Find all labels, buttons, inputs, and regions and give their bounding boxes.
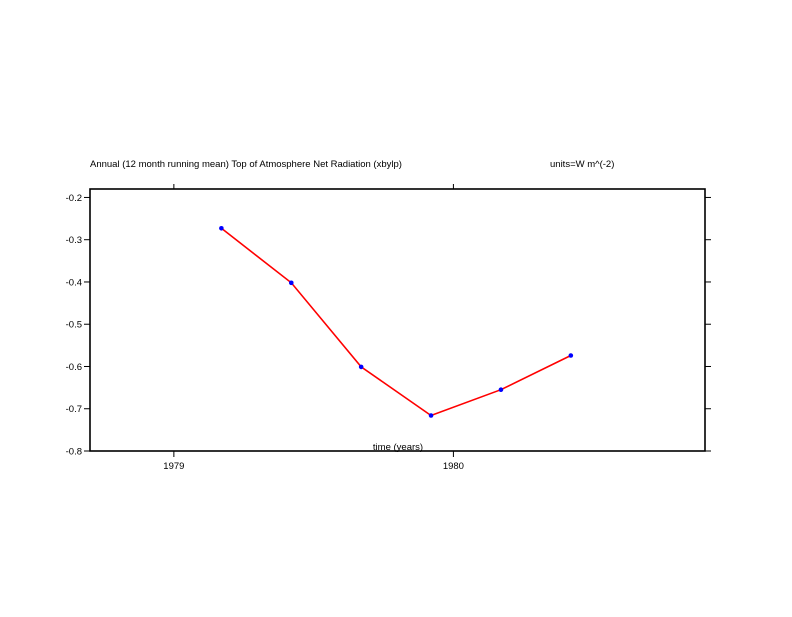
y-tick-label: -0.6 xyxy=(66,362,82,373)
y-tick-label: -0.4 xyxy=(66,277,82,288)
x-axis: 1979 1980 xyxy=(163,184,464,472)
y-axis-right xyxy=(705,196,711,452)
y-axis-left: -0.2 -0.3 -0.4 -0.5 -0.6 -0.7 -0.8 xyxy=(66,193,90,458)
data-point xyxy=(498,387,504,393)
data-point xyxy=(219,226,224,231)
data-point xyxy=(288,280,294,286)
y-tick-label: -0.2 xyxy=(66,193,82,204)
x-axis-label: time (years) xyxy=(373,442,423,453)
y-tick-label: -0.8 xyxy=(66,447,82,458)
plot-frame xyxy=(89,188,706,452)
x-tick-label: 1979 xyxy=(163,461,184,472)
series-layer xyxy=(219,226,574,418)
y-tick-label: -0.3 xyxy=(66,235,82,246)
x-tick-label: 1980 xyxy=(443,461,464,472)
series-line xyxy=(220,227,572,417)
y-tick-label: -0.7 xyxy=(66,404,82,415)
data-point xyxy=(358,364,364,370)
chart-title: Annual (12 month running mean) Top of At… xyxy=(90,159,402,170)
y-tick-label: -0.5 xyxy=(66,320,82,331)
units-label: units=W m^(-2) xyxy=(550,159,614,170)
data-point xyxy=(568,353,574,358)
data-point xyxy=(428,413,434,418)
